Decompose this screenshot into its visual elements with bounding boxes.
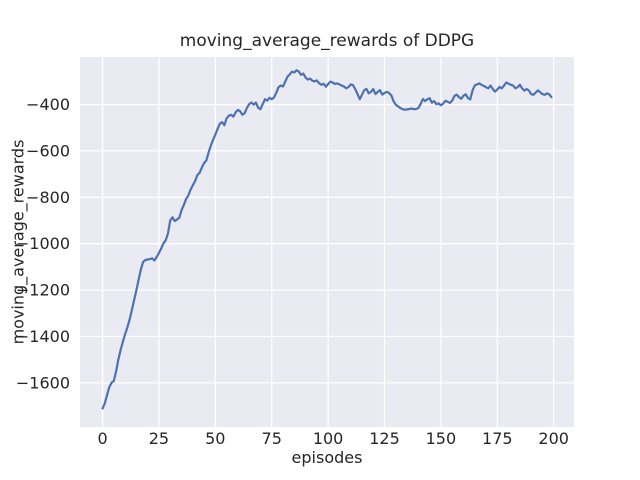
y-tick-label: −600 (26, 141, 70, 160)
y-tick-label: −1400 (16, 327, 70, 346)
y-tick-label: −400 (26, 95, 70, 114)
plot-background (80, 57, 574, 427)
y-tick-label: −1200 (16, 281, 70, 300)
chart-title: moving_average_rewards of DDPG (179, 31, 475, 51)
x-axis-label: episodes (291, 448, 363, 467)
x-tick-label: 25 (149, 429, 169, 448)
x-tick-label: 75 (262, 429, 282, 448)
x-tick-label: 200 (538, 429, 569, 448)
y-tick-label: −1600 (16, 373, 70, 392)
y-tick-label: −1000 (16, 234, 70, 253)
y-tick-label: −800 (26, 188, 70, 207)
x-tick-label: 125 (369, 429, 400, 448)
x-tick-label: 150 (426, 429, 457, 448)
x-tick-label: 50 (205, 429, 225, 448)
x-tick-label: 175 (482, 429, 513, 448)
reward-line (101, 69, 553, 410)
x-tick-label: 0 (98, 429, 108, 448)
x-tick-label: 100 (313, 429, 344, 448)
y-axis-label: moving_average_rewards (8, 139, 28, 345)
